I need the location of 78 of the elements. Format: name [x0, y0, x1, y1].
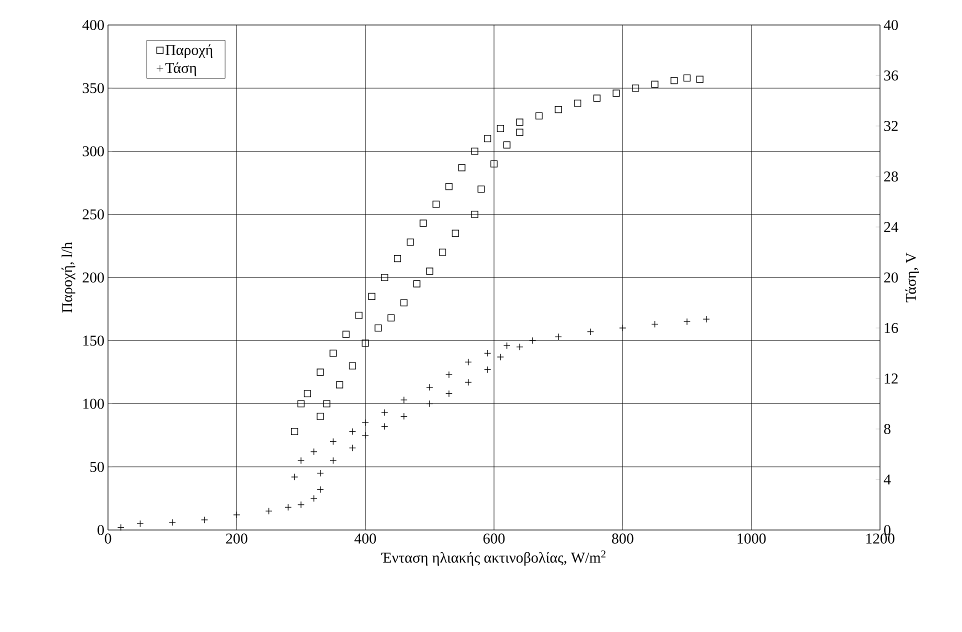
y2-tick-label: 24	[884, 222, 898, 232]
y-tick-label: 150	[83, 336, 104, 346]
point	[355, 312, 362, 319]
x-axis-title: Ένταση ηλιακής ακτινοβολίας, W/m$^{2}$	[380, 550, 606, 566]
point	[632, 84, 640, 92]
point	[432, 200, 440, 208]
y2-tick-label: 28	[884, 171, 898, 182]
point	[420, 220, 427, 227]
point	[381, 274, 388, 282]
x-tick-label: 600	[483, 534, 505, 544]
x-tick-label: 1200	[866, 534, 894, 544]
point	[612, 90, 620, 97]
point	[490, 160, 498, 168]
y2-tick-label: 0	[884, 524, 890, 536]
x-tick-label: 0	[104, 534, 112, 544]
x-tick-label: 400	[354, 534, 376, 544]
point	[348, 362, 356, 370]
x-tick-label: 800	[612, 534, 634, 544]
point	[362, 340, 369, 347]
y2-tick-label: 40	[884, 20, 898, 30]
x-tick-label: 200	[226, 534, 248, 544]
point	[400, 299, 408, 306]
y2-tick-label: 8	[884, 424, 890, 434]
y-tick-label: 100	[83, 398, 104, 409]
y-tick-label: 0	[98, 524, 104, 536]
point	[316, 368, 324, 376]
point	[503, 141, 510, 148]
x-tick-label: 1000	[738, 534, 766, 544]
point	[291, 428, 298, 436]
point	[445, 183, 453, 190]
point	[651, 80, 658, 88]
point	[394, 255, 402, 262]
point	[496, 124, 504, 132]
point	[696, 76, 704, 83]
point	[374, 324, 382, 332]
point	[452, 230, 459, 237]
point	[574, 100, 582, 107]
y-axis-title: Παροχή, l/h	[62, 242, 76, 313]
y2-tick-label: 12	[884, 374, 898, 384]
point	[336, 381, 344, 388]
point	[516, 128, 524, 136]
point	[297, 400, 305, 408]
point	[330, 350, 337, 357]
y-tick-label: 350	[82, 83, 104, 94]
point	[516, 118, 524, 126]
y-tick-label: 50	[90, 462, 104, 472]
y2-tick-label: 4	[884, 474, 891, 484]
point	[458, 164, 466, 172]
point	[439, 248, 446, 256]
point	[484, 135, 492, 142]
point	[413, 280, 420, 288]
y2-tick-label: 36	[884, 70, 898, 81]
point	[388, 314, 395, 322]
y2-tick-label: 32	[884, 120, 898, 132]
point	[316, 412, 324, 420]
y-tick-label: 300	[82, 146, 104, 156]
legend-label: Παροχή	[166, 44, 212, 58]
point	[593, 94, 600, 102]
legend-label: Τάση	[165, 62, 196, 76]
point	[536, 112, 543, 120]
point	[471, 210, 478, 218]
point	[478, 186, 485, 193]
point	[323, 400, 330, 408]
point	[471, 148, 478, 155]
y-tick-label: 250	[82, 209, 104, 220]
point	[304, 390, 311, 398]
point	[368, 292, 376, 300]
point	[683, 74, 691, 82]
y2-tick-label: 20	[884, 272, 898, 283]
point	[670, 77, 678, 84]
y2-tick-label: 16	[884, 322, 898, 334]
y2-axis-title: Τάση, V	[905, 252, 920, 302]
y-tick-label: 200	[82, 272, 104, 283]
y-tick-label: 400	[82, 20, 104, 30]
point	[342, 330, 350, 338]
point	[554, 106, 562, 114]
point	[406, 238, 414, 246]
point	[426, 268, 434, 275]
